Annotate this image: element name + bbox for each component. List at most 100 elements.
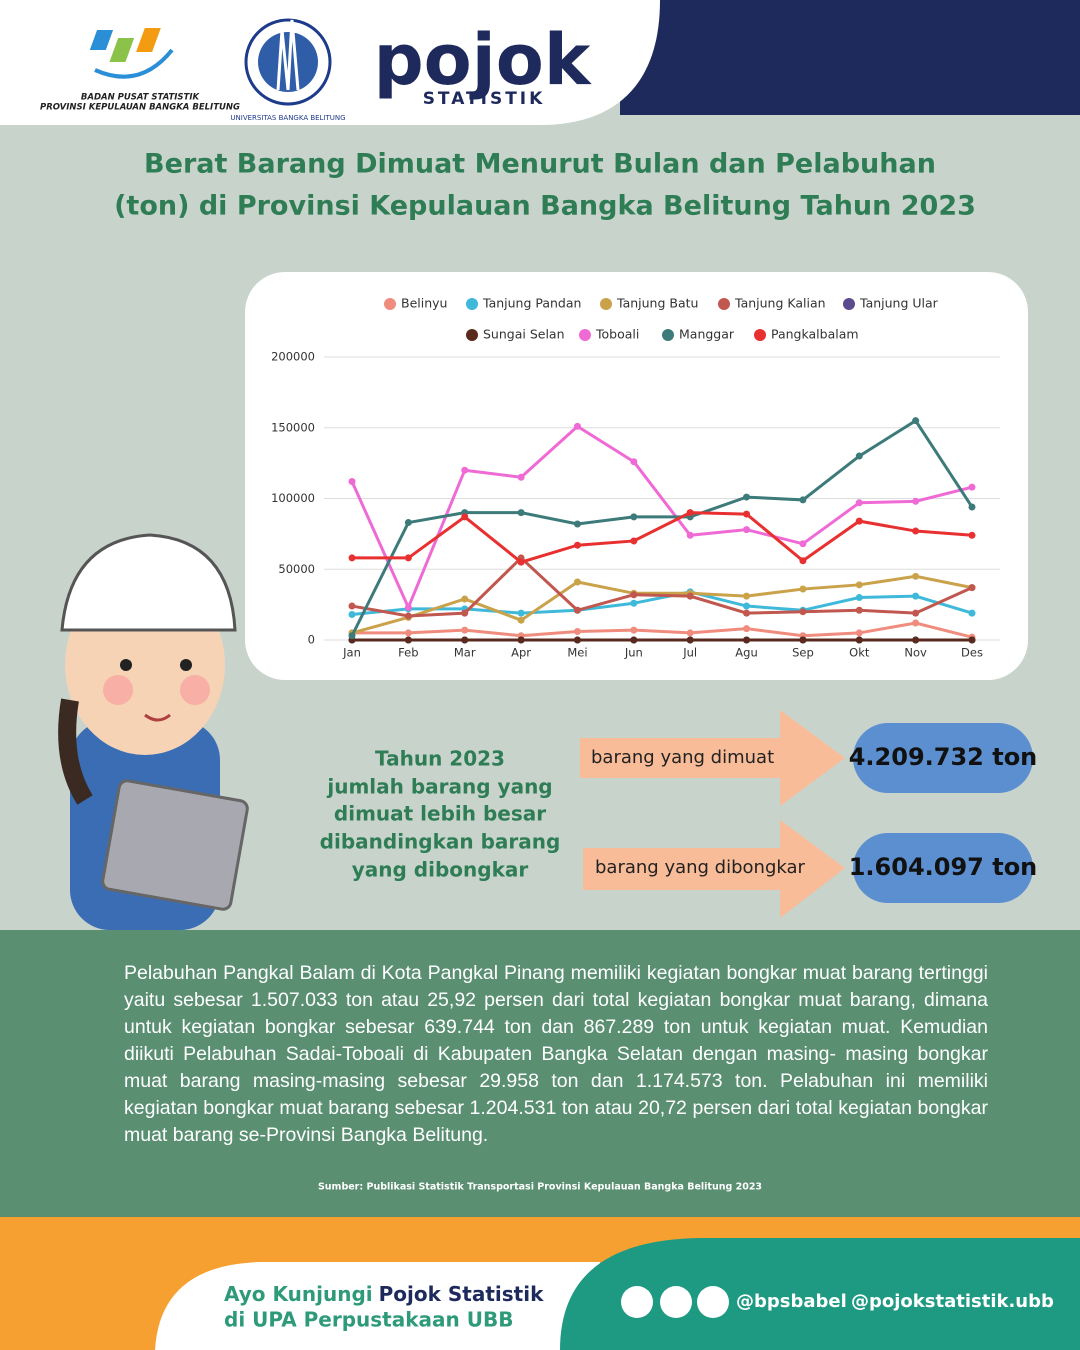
footer-panel <box>155 1262 600 1350</box>
worker-mouth <box>144 713 171 722</box>
data-point <box>630 537 638 545</box>
worker-cheek <box>103 675 133 705</box>
logo-shape <box>136 28 161 52</box>
data-point <box>404 629 412 637</box>
summary-line: Tahun 2023 <box>375 747 505 771</box>
data-point <box>630 636 638 644</box>
x-tick-label: Okt <box>849 646 870 660</box>
summary-line: jumlah barang yang <box>326 775 552 799</box>
x-tick-label: Apr <box>511 646 531 660</box>
data-point <box>573 636 581 644</box>
x-tick-label: Sep <box>792 646 814 660</box>
legend-swatch <box>466 298 478 310</box>
data-point <box>630 513 638 521</box>
legend-swatch <box>466 329 478 341</box>
data-point <box>404 636 412 644</box>
data-point <box>573 422 581 430</box>
data-point <box>799 585 807 593</box>
data-point <box>855 606 863 614</box>
logo-shape <box>89 30 114 50</box>
data-point <box>348 632 356 640</box>
logo-shape <box>109 38 135 62</box>
y-tick-label: 0 <box>308 633 315 647</box>
data-point <box>517 509 525 517</box>
legend-label: Pangkalbalam <box>771 327 859 342</box>
data-point <box>630 599 638 607</box>
data-point <box>743 510 751 518</box>
summary-line: dimuat lebih besar <box>334 802 546 826</box>
data-point <box>573 606 581 614</box>
data-point <box>968 531 976 539</box>
series-line <box>352 621 973 639</box>
loaded-value: 4.209.732 ton <box>849 743 1038 771</box>
legend-label: Sungai Selan <box>483 327 565 342</box>
emblem-lines <box>276 19 300 91</box>
data-point <box>855 629 863 637</box>
data-point <box>912 609 920 617</box>
worker-illustration <box>58 533 249 930</box>
data-point <box>743 609 751 617</box>
data-point <box>799 608 807 616</box>
unloaded-value: 1.604.097 ton <box>849 853 1038 881</box>
data-point <box>855 636 863 644</box>
legend-swatch <box>579 329 591 341</box>
legend-swatch <box>843 298 855 310</box>
data-point <box>855 452 863 460</box>
title-line: (ton) di Provinsi Kepulauan Bangka Belit… <box>114 191 976 222</box>
x-tick-label: Jul <box>682 646 697 660</box>
legend-label: Tanjung Batu <box>616 296 698 311</box>
data-point <box>799 557 807 565</box>
data-point <box>630 591 638 599</box>
source: Sumber: Publikasi Statistik Transportasi… <box>318 1182 762 1193</box>
data-point <box>686 531 694 539</box>
handle: @bpsbabel <box>736 1291 847 1312</box>
x-tick-label: Jan <box>342 646 361 660</box>
x-tick-label: Des <box>961 646 983 660</box>
emblem-core <box>258 32 318 92</box>
unloaded-label: barang yang dibongkar <box>595 857 806 878</box>
data-point <box>912 619 920 627</box>
description: Pelabuhan Pangkal Balam di Kota Pangkal … <box>124 962 988 1146</box>
data-point <box>686 592 694 600</box>
y-tick-label: 200000 <box>271 350 315 364</box>
facebook-icon <box>621 1286 653 1318</box>
data-point <box>968 609 976 617</box>
chart-card <box>245 272 1028 680</box>
title-line: Berat Barang Dimuat Menurut Bulan dan Pe… <box>144 149 936 180</box>
data-point <box>517 558 525 566</box>
university-name: UNIVERSITAS BANGKA BELITUNG <box>230 114 345 122</box>
x-tick-label: Mei <box>567 646 587 660</box>
legend-label: Tanjung Ular <box>859 296 939 311</box>
data-point <box>968 503 976 511</box>
data-point <box>348 478 356 486</box>
data-point <box>912 636 920 644</box>
value-pill <box>853 833 1033 903</box>
legend-swatch <box>600 298 612 310</box>
x-tick-label: Feb <box>398 646 418 660</box>
data-point <box>912 572 920 580</box>
data-point <box>968 483 976 491</box>
x-tick-label: Nov <box>904 646 927 660</box>
data-point <box>517 616 525 624</box>
arrow <box>580 710 845 806</box>
data-point <box>461 513 469 521</box>
x-tick-label: Jun <box>624 646 643 660</box>
legend-swatch <box>384 298 396 310</box>
worker-hair <box>58 698 93 805</box>
data-point <box>404 612 412 620</box>
data-point <box>799 540 807 548</box>
data-point <box>743 526 751 534</box>
series-line <box>350 418 974 637</box>
data-point <box>855 594 863 602</box>
y-tick-label: 50000 <box>278 562 315 576</box>
data-point <box>517 473 525 481</box>
data-point <box>912 497 920 505</box>
data-point <box>630 626 638 634</box>
x-tick-label: Agu <box>735 646 757 660</box>
youtube-icon <box>660 1286 692 1318</box>
data-point <box>743 636 751 644</box>
y-tick-label: 150000 <box>271 420 315 434</box>
data-point <box>743 592 751 600</box>
series-line <box>351 574 973 635</box>
